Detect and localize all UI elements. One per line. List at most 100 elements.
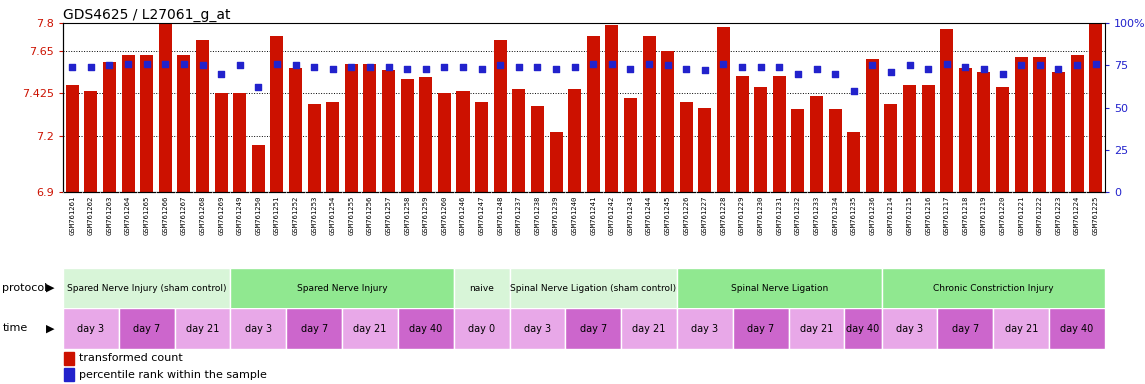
Bar bbox=[661, 51, 674, 192]
Text: GSM761214: GSM761214 bbox=[889, 196, 894, 235]
Text: day 21: day 21 bbox=[185, 324, 219, 334]
Bar bbox=[140, 55, 153, 192]
Text: GSM761253: GSM761253 bbox=[311, 196, 317, 235]
Point bbox=[602, 61, 621, 67]
Text: GSM761263: GSM761263 bbox=[106, 196, 112, 235]
Bar bbox=[453, 308, 510, 349]
Bar bbox=[606, 25, 618, 192]
Bar bbox=[735, 76, 749, 192]
Point bbox=[658, 62, 677, 68]
Bar bbox=[510, 308, 566, 349]
Text: day 21: day 21 bbox=[1004, 324, 1037, 334]
Bar bbox=[64, 368, 74, 381]
Bar bbox=[882, 268, 1105, 309]
Point bbox=[101, 62, 119, 68]
Text: GSM761254: GSM761254 bbox=[330, 196, 335, 235]
Text: day 7: day 7 bbox=[579, 324, 607, 334]
Bar bbox=[1033, 57, 1047, 192]
Point bbox=[324, 66, 342, 72]
Text: GSM761260: GSM761260 bbox=[442, 196, 448, 235]
Text: GSM761255: GSM761255 bbox=[348, 196, 354, 235]
Bar bbox=[63, 268, 230, 309]
Bar bbox=[566, 308, 621, 349]
Text: Spinal Nerve Ligation (sham control): Spinal Nerve Ligation (sham control) bbox=[511, 284, 677, 293]
Point bbox=[361, 64, 379, 70]
Text: GSM761259: GSM761259 bbox=[423, 196, 428, 235]
Point bbox=[789, 71, 807, 77]
Bar bbox=[866, 59, 879, 192]
Text: GSM761228: GSM761228 bbox=[720, 196, 726, 235]
Text: GSM761230: GSM761230 bbox=[758, 196, 764, 235]
Text: GSM761261: GSM761261 bbox=[70, 196, 76, 235]
Text: time: time bbox=[2, 323, 27, 333]
Point bbox=[268, 61, 286, 67]
Point bbox=[379, 64, 397, 70]
Point bbox=[212, 71, 230, 77]
Text: GSM761218: GSM761218 bbox=[963, 196, 969, 235]
Point bbox=[250, 84, 268, 90]
Text: day 40: day 40 bbox=[409, 324, 442, 334]
Text: Spared Nerve Injury: Spared Nerve Injury bbox=[297, 284, 387, 293]
Point bbox=[305, 64, 323, 70]
Point bbox=[528, 64, 546, 70]
Point bbox=[938, 61, 956, 67]
Point bbox=[826, 71, 844, 77]
Text: day 40: day 40 bbox=[1060, 324, 1093, 334]
Point bbox=[566, 64, 584, 70]
Point bbox=[994, 71, 1012, 77]
Bar bbox=[829, 109, 842, 192]
Bar bbox=[531, 106, 544, 192]
Text: Spinal Nerve Ligation: Spinal Nerve Ligation bbox=[731, 284, 828, 293]
Bar bbox=[345, 65, 358, 192]
Point bbox=[622, 66, 640, 72]
Point bbox=[751, 64, 769, 70]
Text: GSM761258: GSM761258 bbox=[404, 196, 410, 235]
Point bbox=[156, 61, 174, 67]
Bar bbox=[437, 93, 451, 192]
Text: ▶: ▶ bbox=[47, 283, 55, 293]
Bar bbox=[252, 145, 264, 192]
Point bbox=[1087, 61, 1105, 67]
Bar bbox=[119, 308, 175, 349]
Text: day 21: day 21 bbox=[800, 324, 834, 334]
Bar bbox=[230, 268, 453, 309]
Text: day 7: day 7 bbox=[951, 324, 979, 334]
Text: day 7: day 7 bbox=[747, 324, 774, 334]
Text: day 21: day 21 bbox=[354, 324, 387, 334]
Point bbox=[230, 62, 248, 68]
Text: percentile rank within the sample: percentile rank within the sample bbox=[79, 370, 267, 380]
Text: GSM761268: GSM761268 bbox=[199, 196, 205, 235]
Text: GSM761237: GSM761237 bbox=[516, 196, 522, 235]
Text: Spared Nerve Injury (sham control): Spared Nerve Injury (sham control) bbox=[66, 284, 227, 293]
Text: naive: naive bbox=[469, 284, 493, 293]
Text: day 7: day 7 bbox=[300, 324, 327, 334]
Point bbox=[677, 66, 695, 72]
Point bbox=[417, 66, 435, 72]
Text: GSM761252: GSM761252 bbox=[293, 196, 299, 235]
Text: GSM761231: GSM761231 bbox=[776, 196, 782, 235]
Text: GSM761262: GSM761262 bbox=[88, 196, 94, 235]
Bar bbox=[621, 308, 677, 349]
Text: GSM761244: GSM761244 bbox=[646, 196, 652, 235]
Point bbox=[435, 64, 453, 70]
Text: ▶: ▶ bbox=[47, 323, 55, 333]
Text: GSM761223: GSM761223 bbox=[1056, 196, 1061, 235]
Text: GSM761229: GSM761229 bbox=[740, 196, 745, 235]
Bar bbox=[586, 36, 600, 192]
Bar bbox=[677, 308, 733, 349]
Point bbox=[119, 61, 137, 67]
Point bbox=[137, 61, 156, 67]
Text: day 3: day 3 bbox=[692, 324, 718, 334]
Text: GSM761269: GSM761269 bbox=[219, 196, 224, 235]
Bar bbox=[810, 96, 823, 192]
Text: GSM761225: GSM761225 bbox=[1092, 196, 1098, 235]
Bar bbox=[733, 308, 789, 349]
Text: GSM761238: GSM761238 bbox=[535, 196, 540, 235]
Point bbox=[342, 64, 361, 70]
Bar bbox=[65, 85, 79, 192]
Bar bbox=[214, 93, 228, 192]
Bar bbox=[1014, 57, 1028, 192]
Bar bbox=[512, 89, 526, 192]
Text: day 3: day 3 bbox=[78, 324, 104, 334]
Bar bbox=[698, 108, 711, 192]
